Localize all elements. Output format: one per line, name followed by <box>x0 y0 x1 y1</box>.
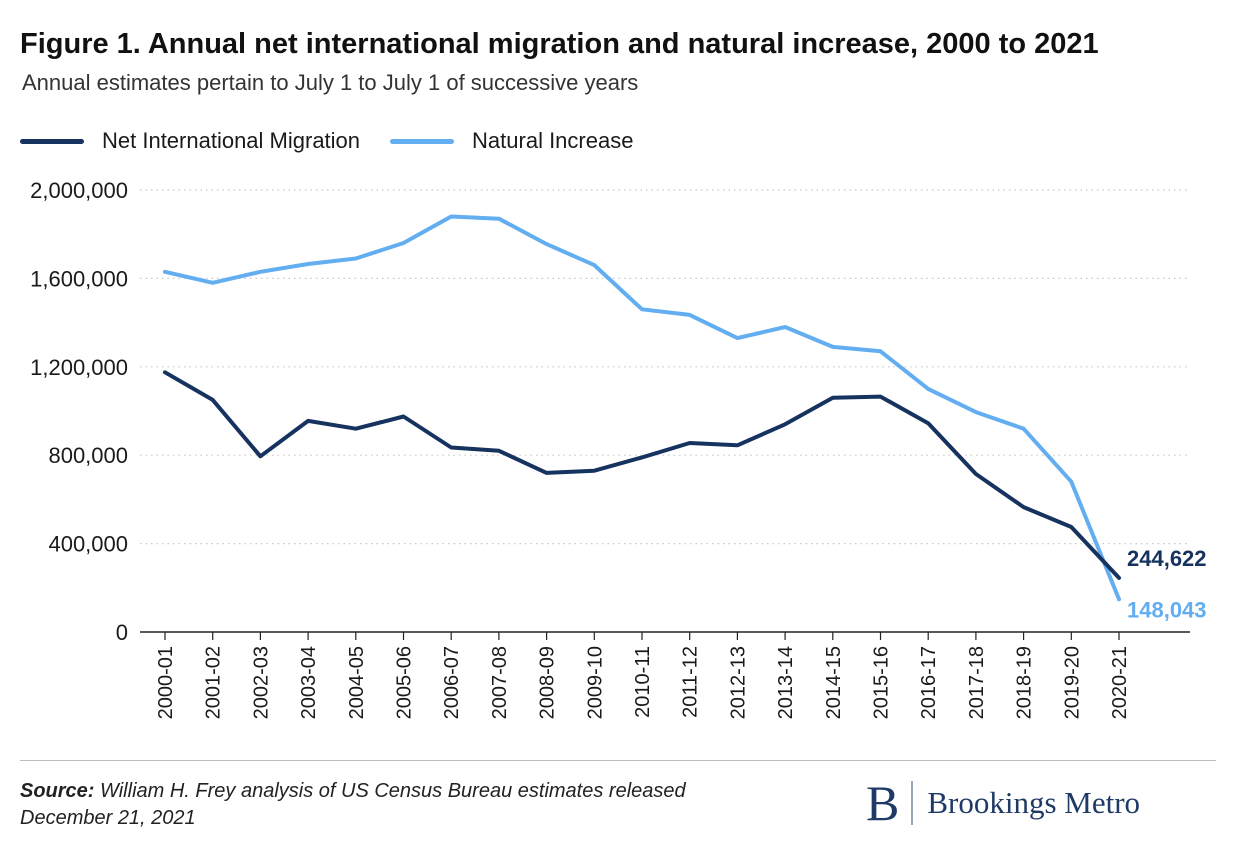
legend-label-net-international-migration: Net International Migration <box>102 128 361 153</box>
source-label: Source: <box>20 780 95 802</box>
x-tick-label: 2004-05 <box>346 646 368 719</box>
x-tick-label: 2002-03 <box>250 646 272 719</box>
line-chart: 0 400,000 800,000 1,200,000 1,600,000 2,000,0… <box>30 178 1207 719</box>
legend-item-net-international-migration: Net International Migration <box>20 128 360 154</box>
y-tick-label: 800,000 <box>48 443 128 468</box>
legend-swatch-natural-increase <box>390 138 455 144</box>
y-tick-label: 1,600,000 <box>30 266 128 291</box>
chart-title: Figure 1. Annual net international migra… <box>20 28 1099 60</box>
brookings-metro-logo: B Brookings Metro <box>866 778 1140 828</box>
x-tick-label: 2000-01 <box>155 646 177 719</box>
y-tick-label: 0 <box>116 620 128 645</box>
chart-subtitle: Annual estimates pertain to July 1 to Ju… <box>22 70 639 95</box>
x-tick-label: 2007-08 <box>489 646 511 719</box>
footer-divider <box>20 760 1216 761</box>
x-tick-label: 2011-12 <box>680 646 702 718</box>
logo-letter: B <box>866 775 900 831</box>
x-tick-label: 2009-10 <box>584 646 606 719</box>
logo-text: Brookings Metro <box>927 785 1141 820</box>
x-tick-label: 2012-13 <box>727 646 749 719</box>
end-label-natural-increase: 148,043 <box>1127 597 1207 622</box>
y-tick-label: 400,000 <box>48 532 128 557</box>
x-tick-label: 2016-17 <box>918 646 940 719</box>
series-line-net-international-migration <box>163 370 1121 580</box>
source-text: William H. Frey analysis of US Census Bu… <box>20 780 686 829</box>
legend-label-natural-increase: Natural Increase <box>472 128 634 153</box>
end-label-net-international-migration: 244,622 <box>1127 546 1207 571</box>
x-tick-label: 2020-21 <box>1109 646 1131 719</box>
logo-divider <box>911 781 914 825</box>
source-note: Source: William H. Frey analysis of US C… <box>20 778 780 832</box>
y-tick-label: 1,200,000 <box>30 355 128 380</box>
legend-swatch-net-international-migration <box>20 138 84 144</box>
x-tick-label: 2005-06 <box>394 646 416 719</box>
y-tick-label: 2,000,000 <box>30 178 128 203</box>
x-tick-label: 2019-20 <box>1061 646 1083 719</box>
x-tick-label: 2006-07 <box>441 646 463 719</box>
x-tick-label: 2010-11 <box>632 646 654 718</box>
legend-item-natural-increase: Natural Increase <box>390 128 633 154</box>
x-tick-label: 2018-19 <box>1014 646 1036 719</box>
x-tick-label: 2017-18 <box>966 646 988 719</box>
x-tick-label: 2008-09 <box>537 646 559 719</box>
x-tick-label: 2015-16 <box>871 646 893 719</box>
x-tick-label: 2001-02 <box>203 646 225 719</box>
x-tick-label: 2014-15 <box>823 646 845 719</box>
chart-legend: Net International Migration Natural Incr… <box>20 128 663 154</box>
x-tick-label: 2013-14 <box>775 646 797 719</box>
series-line-natural-increase <box>163 214 1121 602</box>
x-tick-label: 2003-04 <box>298 646 320 719</box>
